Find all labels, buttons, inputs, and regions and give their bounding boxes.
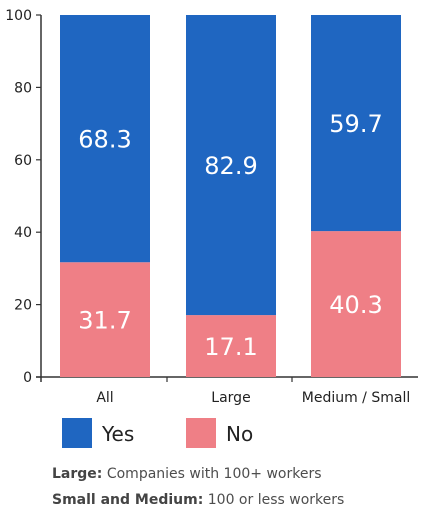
- y-tick-label: 80: [14, 80, 32, 96]
- bar-segment-no: [186, 315, 276, 377]
- legend-swatch-no: [186, 418, 216, 448]
- bar-segment-yes: [186, 15, 276, 316]
- data-label-yes: 59.7: [329, 110, 382, 138]
- x-category-label: Large: [211, 390, 250, 406]
- data-label-no: 40.3: [329, 291, 382, 319]
- data-label-yes: 68.3: [78, 126, 131, 154]
- chart-axes: 0 20 40 60 80 100 All Large Medium / Small: [5, 8, 418, 406]
- y-tick-label: 20: [14, 298, 32, 314]
- footnote-term: Small and Medium:: [52, 492, 204, 508]
- y-tick-label: 0: [23, 370, 32, 386]
- data-label-yes: 82.9: [204, 152, 257, 180]
- y-tick-label: 100: [5, 8, 32, 24]
- x-category-label: Medium / Small: [302, 390, 410, 406]
- bar-segment-no: [311, 231, 401, 377]
- stacked-bar-chart: 0 20 40 60 80 100 All Large Medium / Small 31.7 6…: [5, 8, 418, 448]
- x-category-label: All: [96, 390, 113, 406]
- legend-label-yes: Yes: [101, 422, 134, 446]
- bar-segment-yes: [311, 15, 401, 232]
- bar-segment-yes: [60, 15, 150, 263]
- legend-label-no: No: [226, 422, 253, 446]
- bar-segment-no: [60, 262, 150, 377]
- data-label-no: 17.1: [204, 333, 257, 361]
- footnote-term: Large:: [52, 466, 103, 482]
- chart-legend: Yes No: [62, 418, 253, 448]
- footnote-small-medium: Small and Medium: 100 or less workers: [52, 490, 417, 510]
- footnote-text: Companies with 100+ workers: [102, 466, 322, 482]
- chart-bars: 31.7 68.3 17.1 82.9 40.3 59.7: [60, 15, 401, 377]
- data-label-no: 31.7: [78, 307, 131, 335]
- y-tick-label: 60: [14, 153, 32, 169]
- legend-swatch-yes: [62, 418, 92, 448]
- footnote-large: Large: Companies with 100+ workers: [52, 464, 417, 484]
- y-tick-label: 40: [14, 225, 32, 241]
- footnote-text: 100 or less workers: [203, 492, 345, 508]
